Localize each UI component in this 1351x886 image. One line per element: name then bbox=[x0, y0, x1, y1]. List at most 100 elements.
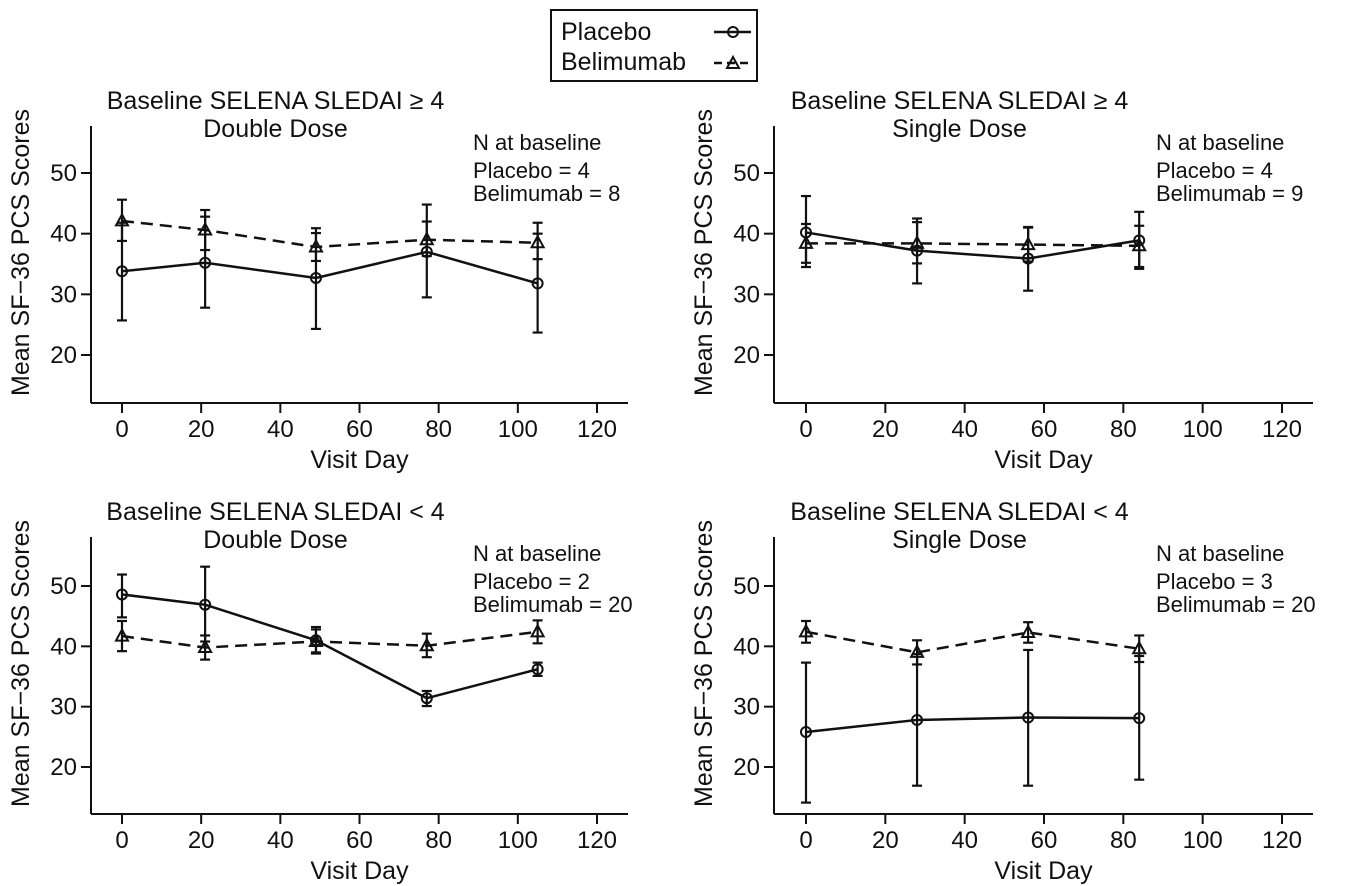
y-axis-label: Mean SF−36 PCS Scores bbox=[690, 520, 718, 807]
data-point-belimumab bbox=[1131, 640, 1147, 655]
y-axis-label: Mean SF−36 PCS Scores bbox=[690, 109, 718, 396]
x-tick-label: 0 bbox=[799, 416, 812, 443]
x-tick-label: 120 bbox=[577, 827, 617, 854]
data-point-belimumab bbox=[308, 238, 324, 253]
annotation-heading: N at baseline bbox=[1156, 130, 1284, 155]
data-point-belimumab bbox=[1020, 623, 1036, 638]
legend-box bbox=[550, 9, 758, 82]
chart-subtitle: Single Dose bbox=[892, 526, 1027, 554]
y-tick-label: 40 bbox=[733, 221, 760, 248]
y-tick-label: 50 bbox=[50, 160, 77, 187]
annotation-line: Placebo = 4 bbox=[1156, 158, 1273, 183]
legend-marker-placebo-icon bbox=[727, 26, 739, 38]
y-tick-label: 30 bbox=[50, 281, 77, 308]
data-point-belimumab bbox=[1131, 237, 1147, 252]
series-line-belimumab bbox=[806, 242, 1140, 248]
y-tick-label: 40 bbox=[50, 221, 77, 248]
x-tick-label: 120 bbox=[1262, 416, 1302, 443]
x-axis-label: Visit Day bbox=[310, 857, 409, 885]
x-tick-label: 40 bbox=[267, 827, 294, 854]
chart-title: Baseline SELENA SLEDAI < 4 bbox=[106, 498, 444, 526]
y-axis-label: Mean SF−36 PCS Scores bbox=[7, 109, 35, 396]
chart-title: Baseline SELENA SLEDAI ≥ 4 bbox=[791, 87, 1129, 115]
annotation-line: Placebo = 2 bbox=[473, 569, 590, 594]
annotation-line: Placebo = 3 bbox=[1156, 569, 1273, 594]
x-tick-label: 0 bbox=[115, 827, 128, 854]
x-tick-label: 40 bbox=[951, 827, 978, 854]
x-tick-label: 0 bbox=[799, 827, 812, 854]
data-point-belimumab bbox=[114, 212, 130, 227]
chart-title: Baseline SELENA SLEDAI ≥ 4 bbox=[107, 87, 445, 115]
x-tick-label: 40 bbox=[951, 416, 978, 443]
data-point-belimumab bbox=[1020, 235, 1036, 251]
chart-title: Baseline SELENA SLEDAI < 4 bbox=[790, 498, 1128, 526]
data-point-belimumab bbox=[419, 231, 435, 246]
annotation-line: Belimumab = 20 bbox=[473, 592, 633, 617]
legend-label-placebo: Placebo bbox=[561, 18, 651, 46]
x-tick-label: 120 bbox=[1262, 827, 1302, 854]
y-tick-label: 20 bbox=[50, 754, 77, 781]
x-tick-label: 100 bbox=[498, 827, 538, 854]
x-tick-label: 60 bbox=[1031, 827, 1058, 854]
x-tick-label: 20 bbox=[872, 416, 899, 443]
series-line-placebo bbox=[805, 231, 1140, 260]
data-point-belimumab bbox=[419, 637, 435, 652]
x-tick-label: 40 bbox=[267, 416, 294, 443]
y-tick-label: 50 bbox=[50, 573, 77, 600]
annotation-line: Belimumab = 8 bbox=[473, 181, 620, 206]
chart-subtitle: Double Dose bbox=[203, 115, 348, 143]
y-tick-label: 30 bbox=[733, 694, 760, 721]
data-point-placebo bbox=[420, 692, 433, 705]
chart-panel-1: 20 30 40 50 0 20 40 60 80 100 120 Visit Day Mean SF−… bbox=[7, 87, 628, 474]
series-line-belimumab bbox=[121, 630, 538, 649]
legend-label-belimumab: Belimumab bbox=[561, 48, 686, 76]
y-axis-label: Mean SF−36 PCS Scores bbox=[7, 520, 35, 807]
y-tick-label: 20 bbox=[733, 342, 760, 369]
data-point-placebo bbox=[800, 726, 812, 739]
x-tick-label: 80 bbox=[1110, 416, 1137, 443]
data-point-placebo bbox=[309, 271, 322, 284]
data-point-belimumab bbox=[909, 234, 925, 249]
x-tick-label: 120 bbox=[577, 416, 617, 443]
series-line-placebo bbox=[805, 716, 1140, 734]
data-point-placebo bbox=[199, 598, 212, 611]
series-line-belimumab bbox=[805, 630, 1140, 654]
data-point-placebo bbox=[1022, 711, 1035, 724]
data-point-placebo bbox=[531, 277, 544, 290]
y-tick-label: 20 bbox=[733, 754, 760, 781]
chart-panel-2: 20 30 40 50 0 20 40 60 80 100 120 Visit Day Mean SF−… bbox=[690, 87, 1313, 474]
chart-panel-4: 20 30 40 50 0 20 40 60 80 100 120 Visit Day Mean SF−… bbox=[690, 498, 1316, 885]
data-point-placebo bbox=[116, 588, 128, 601]
data-point-belimumab bbox=[197, 221, 213, 236]
data-point-belimumab bbox=[529, 623, 546, 638]
data-point-placebo bbox=[199, 256, 212, 269]
x-axis-label: Visit Day bbox=[994, 446, 1093, 474]
data-point-belimumab bbox=[197, 638, 213, 654]
y-tick-label: 50 bbox=[733, 573, 760, 600]
y-tick-label: 20 bbox=[50, 342, 77, 369]
x-axis-label: Visit Day bbox=[994, 857, 1093, 885]
data-point-belimumab bbox=[909, 643, 925, 658]
series-line-placebo bbox=[121, 250, 538, 285]
x-tick-label: 80 bbox=[425, 827, 452, 854]
x-tick-label: 20 bbox=[188, 827, 215, 854]
data-point-belimumab bbox=[798, 234, 814, 249]
annotation-heading: N at baseline bbox=[1156, 541, 1284, 566]
data-point-belimumab bbox=[308, 632, 324, 648]
x-tick-label: 60 bbox=[346, 416, 373, 443]
x-tick-label: 20 bbox=[872, 827, 899, 854]
x-axis-label: Visit Day bbox=[310, 446, 409, 474]
annotation-line: Belimumab = 9 bbox=[1156, 181, 1303, 206]
y-tick-label: 40 bbox=[733, 633, 760, 660]
annotation-line: Belimumab = 20 bbox=[1156, 592, 1316, 617]
chart-panel-3: 20 30 40 50 0 20 40 60 80 100 120 Visit Day Mean SF−… bbox=[7, 498, 633, 885]
data-point-placebo bbox=[116, 265, 128, 278]
legend-marker-belimumab-icon bbox=[725, 54, 741, 69]
y-tick-label: 50 bbox=[733, 160, 760, 187]
x-tick-label: 100 bbox=[498, 416, 538, 443]
y-tick-label: 30 bbox=[733, 281, 760, 308]
x-tick-label: 80 bbox=[425, 416, 452, 443]
data-point-placebo bbox=[531, 663, 544, 676]
x-tick-label: 100 bbox=[1183, 416, 1223, 443]
